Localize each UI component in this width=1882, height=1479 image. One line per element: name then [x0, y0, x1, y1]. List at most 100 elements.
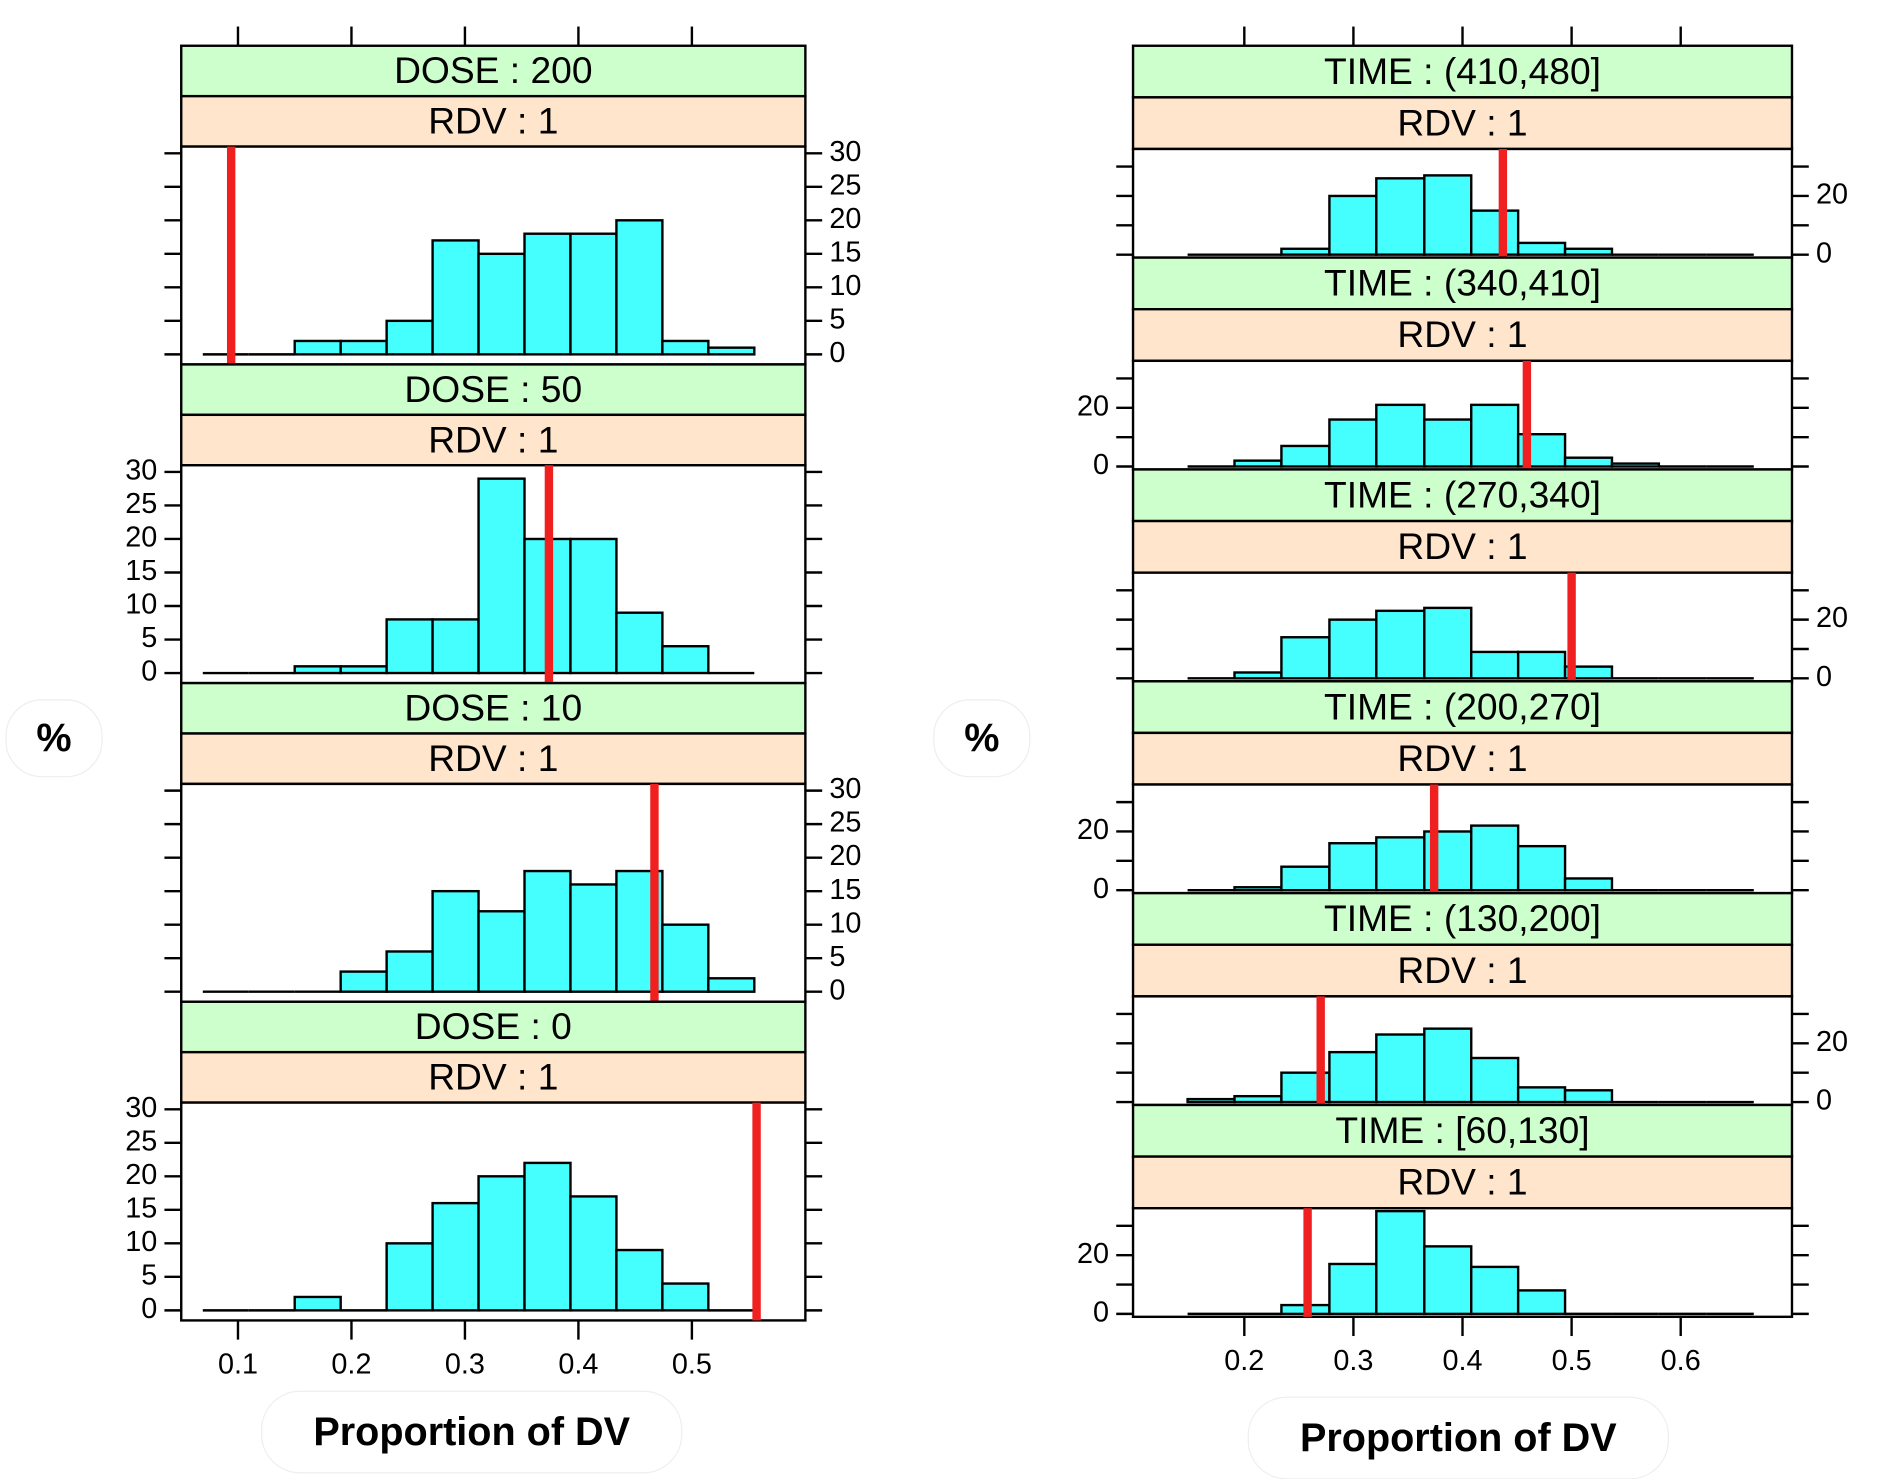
- bar: [1328, 1050, 1378, 1104]
- y-tick-label: 5: [829, 941, 845, 973]
- y-tick-label: 25: [125, 1125, 157, 1157]
- x-tick-label: 0.6: [1661, 1345, 1701, 1377]
- y-tick-label: 30: [829, 773, 861, 805]
- bar: [1563, 665, 1614, 680]
- bar: [339, 339, 388, 356]
- y-tick-label: 20: [1816, 179, 1848, 211]
- bar: [431, 889, 480, 993]
- y-tick-label: 20: [1077, 390, 1109, 422]
- bar: [1563, 877, 1614, 892]
- bar: [1563, 247, 1614, 256]
- y-label-box: [933, 699, 1031, 778]
- bar: [1470, 403, 1520, 468]
- bar: [615, 1248, 664, 1312]
- bar: [1280, 865, 1331, 892]
- bar: [385, 1242, 434, 1312]
- bar: [661, 339, 710, 356]
- bar: [293, 1295, 342, 1312]
- y-tick-label: 15: [125, 555, 157, 587]
- bar: [477, 910, 526, 993]
- bar: [569, 1195, 618, 1312]
- y-tick-label: 15: [125, 1192, 157, 1224]
- y-tick-label: 10: [125, 589, 157, 621]
- x-tick-label: 0.5: [1552, 1345, 1592, 1377]
- bar: [293, 665, 342, 675]
- bar: [1423, 1245, 1473, 1316]
- x-tick-label: 0.3: [1333, 1345, 1373, 1377]
- strip: [180, 1000, 807, 1054]
- strip: [1131, 731, 1794, 786]
- bar: [385, 618, 434, 675]
- strip-label: RDV : 1: [1397, 313, 1527, 355]
- bar: [661, 645, 710, 675]
- bar: [1423, 606, 1473, 680]
- bar: [1610, 462, 1661, 468]
- y-tick-label: 30: [125, 1092, 157, 1124]
- bar: [1375, 609, 1426, 680]
- bar: [1375, 1209, 1426, 1316]
- bar: [615, 611, 664, 675]
- bar: [1186, 1097, 1236, 1104]
- y-tick-label: 30: [125, 455, 157, 487]
- bar: [1563, 1089, 1614, 1104]
- bar: [569, 537, 618, 675]
- y-tick-label: 0: [1816, 1085, 1832, 1117]
- bar: [339, 665, 388, 675]
- bar: [1328, 194, 1378, 256]
- bar: [385, 950, 434, 993]
- x-tick-label: 0.4: [558, 1349, 598, 1381]
- y-tick-label: 10: [829, 907, 861, 939]
- y-tick-label: 15: [829, 874, 861, 906]
- y-tick-label: 10: [829, 270, 861, 302]
- bar: [523, 1161, 572, 1312]
- y-tick-label: 25: [125, 488, 157, 520]
- y-tick-label: 5: [141, 1259, 157, 1291]
- y-tick-label: 25: [829, 807, 861, 839]
- strip: [1131, 468, 1794, 523]
- bar: [1280, 636, 1331, 680]
- strip: [180, 1050, 807, 1104]
- bar: [477, 477, 526, 675]
- y-tick-label: 0: [1816, 237, 1832, 269]
- y-axis-label: %: [36, 716, 71, 760]
- bar: [1423, 174, 1473, 256]
- y-tick-label: 25: [829, 169, 861, 201]
- bar: [1328, 1262, 1378, 1316]
- bar: [1328, 618, 1378, 680]
- bar: [1233, 1094, 1283, 1104]
- bar: [1516, 844, 1567, 892]
- strip: [180, 681, 807, 735]
- bar: [1375, 177, 1426, 256]
- strip-label: TIME : (200,270]: [1324, 685, 1601, 727]
- strip-label: RDV : 1: [428, 737, 558, 779]
- strip: [1131, 256, 1794, 311]
- strip-label: DOSE : 0: [415, 1005, 572, 1047]
- y-tick-label: 0: [1816, 661, 1832, 693]
- y-tick-label: 15: [829, 236, 861, 268]
- bar: [1516, 241, 1567, 256]
- bar: [1280, 247, 1331, 256]
- y-tick-label: 0: [141, 1293, 157, 1325]
- bar: [661, 923, 710, 993]
- x-tick-label: 0.2: [331, 1349, 371, 1381]
- y-tick-label: 0: [1093, 1296, 1109, 1328]
- strip-label: RDV : 1: [428, 100, 558, 142]
- strip-label: TIME : (130,200]: [1324, 897, 1601, 939]
- bar: [1233, 459, 1283, 468]
- strip: [1131, 1103, 1794, 1158]
- bar: [477, 1175, 526, 1312]
- bar: [1470, 209, 1520, 256]
- bar: [1328, 418, 1378, 468]
- x-tick-label: 0.1: [218, 1349, 258, 1381]
- bar: [569, 232, 618, 356]
- bar: [523, 869, 572, 993]
- bar: [1470, 824, 1520, 892]
- y-tick-label: 30: [829, 136, 861, 168]
- bar: [1423, 1027, 1473, 1104]
- bar: [569, 883, 618, 993]
- y-tick-label: 20: [829, 840, 861, 872]
- bar: [385, 319, 434, 356]
- bar: [707, 346, 756, 356]
- strip: [180, 94, 807, 148]
